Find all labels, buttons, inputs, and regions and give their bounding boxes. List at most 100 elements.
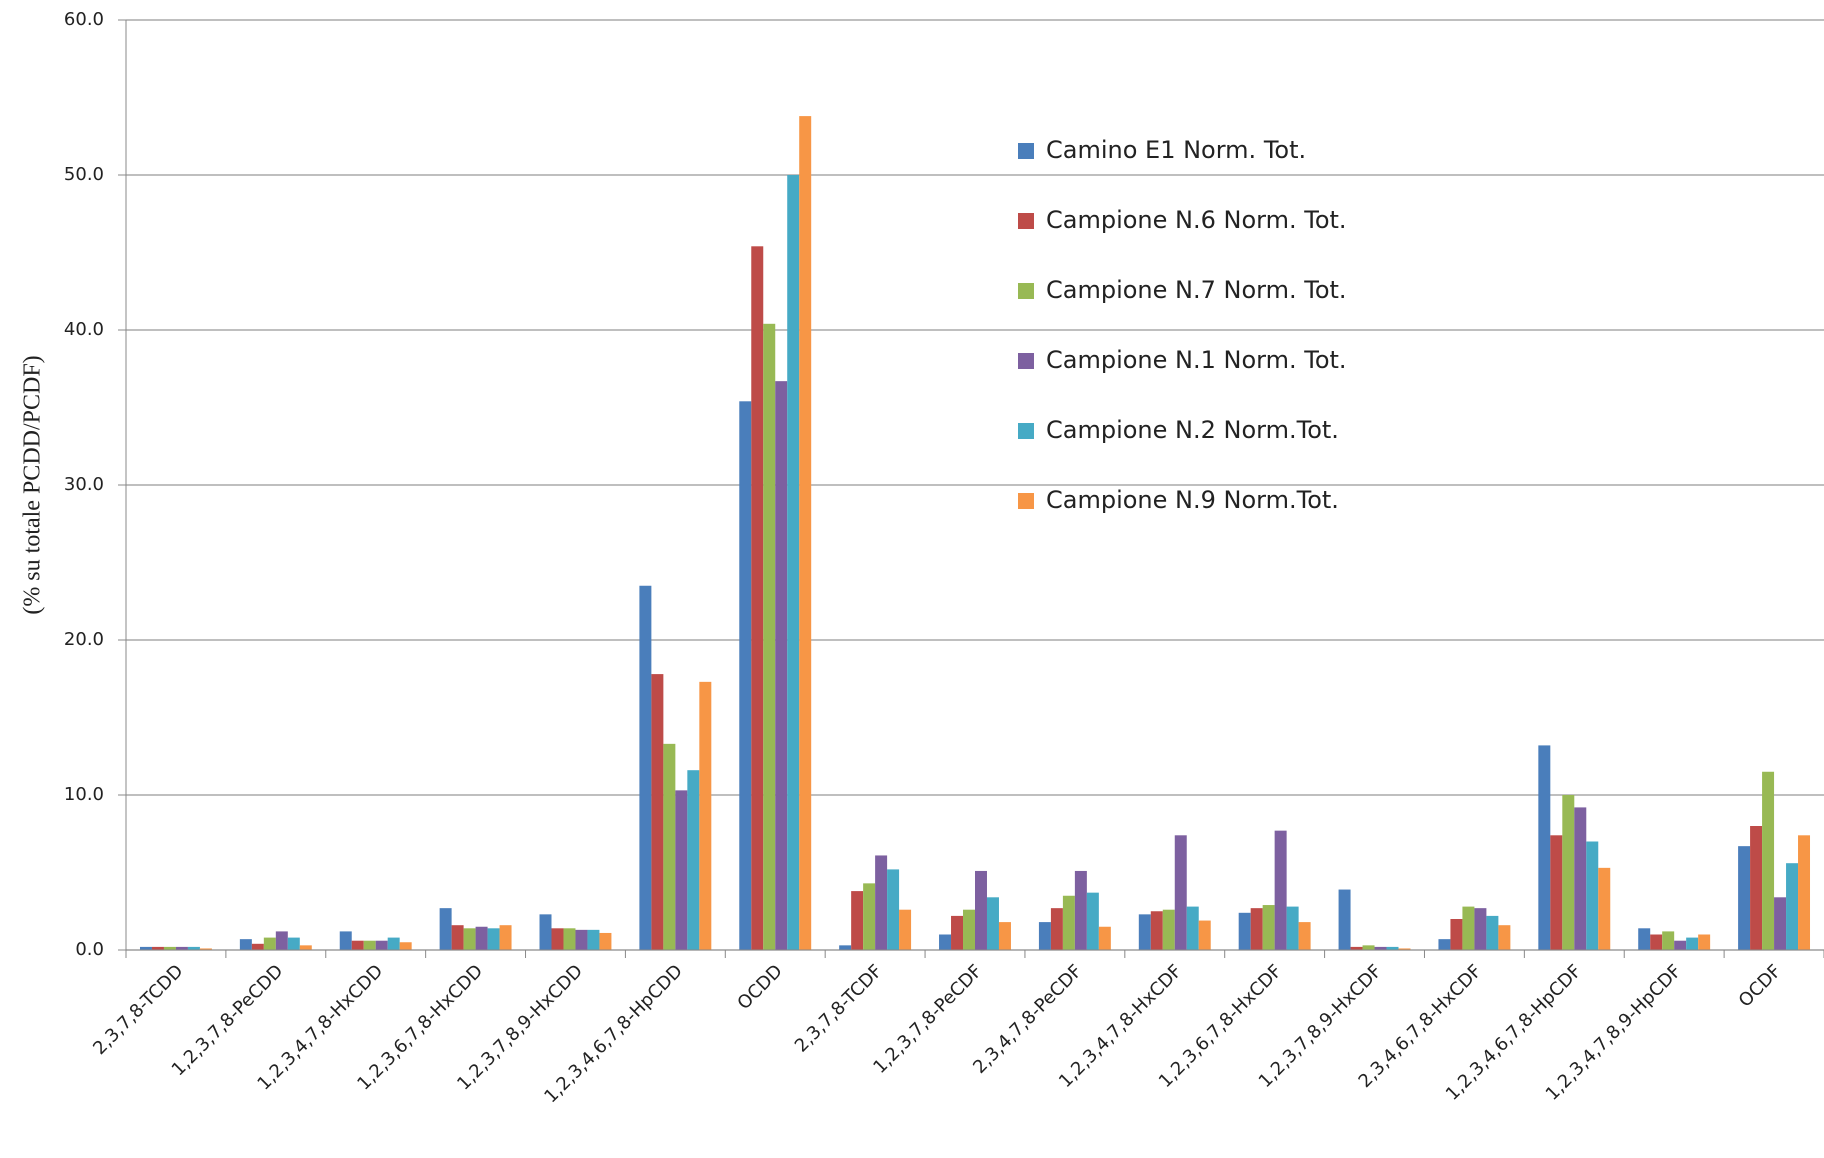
bar <box>239 939 252 950</box>
bar <box>1050 908 1063 950</box>
bar <box>851 891 864 950</box>
bar <box>1174 835 1187 950</box>
bar <box>975 870 987 950</box>
bar <box>663 743 676 950</box>
bar <box>475 926 488 950</box>
bar <box>275 931 288 950</box>
bar <box>1474 908 1487 950</box>
bar <box>1238 912 1251 950</box>
bar <box>375 940 388 950</box>
bar <box>951 915 964 950</box>
bar <box>199 948 212 950</box>
legend-swatch <box>1018 213 1034 229</box>
bar <box>1398 948 1411 950</box>
bar <box>739 401 752 950</box>
x-tick-label: OCDF <box>1735 961 1786 1012</box>
bar <box>799 116 812 951</box>
bar <box>1262 905 1275 950</box>
bar <box>1062 895 1075 950</box>
bar <box>1798 835 1811 950</box>
bar <box>939 934 952 950</box>
bar <box>575 929 588 950</box>
legend-swatch <box>1018 423 1034 439</box>
bar <box>887 869 900 950</box>
bar <box>1250 908 1263 950</box>
bar <box>1162 909 1175 950</box>
bar <box>1662 931 1675 950</box>
bar <box>287 937 300 950</box>
bar <box>998 922 1011 950</box>
bar <box>1774 897 1787 950</box>
y-tick-label: 0.0 <box>75 939 104 960</box>
bar <box>399 942 412 950</box>
x-tick-label: 2,3,7,8-TCDD <box>89 961 187 1059</box>
bar <box>151 946 164 950</box>
bar <box>175 946 188 950</box>
bar <box>587 929 600 950</box>
bar <box>675 790 688 950</box>
bar <box>1198 920 1211 950</box>
y-tick-label: 10.0 <box>64 784 104 805</box>
bar <box>387 937 400 950</box>
bar <box>1338 889 1351 950</box>
bar <box>1186 906 1199 950</box>
y-tick-label: 30.0 <box>64 474 104 495</box>
bar <box>1538 745 1551 950</box>
bar <box>251 943 264 950</box>
bar <box>763 323 776 950</box>
bar <box>787 175 800 950</box>
bar <box>463 928 476 950</box>
bar <box>1138 914 1151 950</box>
bar <box>1462 906 1475 950</box>
bar <box>699 681 712 950</box>
bar <box>839 945 852 950</box>
legend-swatch <box>1018 493 1034 509</box>
bar <box>1674 940 1687 950</box>
bar <box>1498 925 1511 950</box>
legend-label: Campione N.2 Norm.Tot. <box>1046 416 1339 444</box>
bar <box>1098 926 1111 950</box>
bar <box>1698 934 1711 950</box>
bar <box>1762 771 1775 950</box>
bar <box>487 928 500 950</box>
bar <box>1074 870 1087 950</box>
bar <box>539 914 552 950</box>
bar <box>263 937 276 950</box>
bar <box>1562 795 1575 950</box>
bar <box>986 897 999 950</box>
y-tick-label: 60.0 <box>64 9 104 30</box>
bar <box>863 883 876 950</box>
y-tick-label: 50.0 <box>64 164 104 185</box>
bar <box>1550 835 1563 950</box>
x-tick-label: OCDD <box>733 961 786 1014</box>
bar <box>1450 919 1463 950</box>
bar <box>899 909 912 950</box>
legend-swatch <box>1018 143 1034 159</box>
bar <box>299 945 312 950</box>
y-axis-label: (% su totale PCDD/PCDF) <box>20 355 46 614</box>
bar <box>439 908 452 950</box>
bar <box>1150 911 1163 950</box>
bar <box>163 946 176 950</box>
bar <box>363 940 376 950</box>
bar <box>187 946 200 950</box>
bar <box>1650 934 1663 950</box>
bar <box>1486 915 1499 950</box>
bar <box>875 855 888 950</box>
x-tick-label: 1,2,3,7,8-PeCDF <box>869 961 986 1078</box>
bar <box>651 674 664 950</box>
bar <box>1086 892 1099 950</box>
bar <box>963 909 975 950</box>
bar <box>1686 937 1699 950</box>
bar <box>551 928 564 950</box>
bar <box>1586 841 1599 950</box>
bar <box>775 381 788 950</box>
bar <box>499 925 512 950</box>
y-tick-label: 40.0 <box>64 319 104 340</box>
bar <box>751 246 764 951</box>
bar <box>1362 945 1375 950</box>
bar <box>1574 807 1587 950</box>
bar <box>599 932 612 950</box>
bar <box>563 928 576 950</box>
